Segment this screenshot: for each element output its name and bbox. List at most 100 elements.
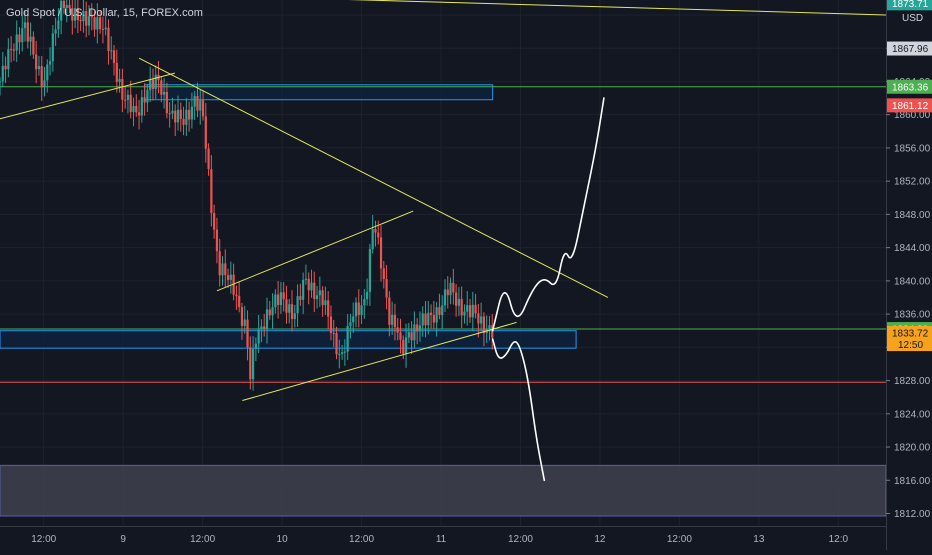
projection-path-up[interactable] xyxy=(491,97,605,332)
candle-body xyxy=(87,16,91,26)
candle-body xyxy=(43,80,46,88)
time-axis-bg xyxy=(0,526,886,550)
candle-body xyxy=(46,64,49,81)
trendline[interactable] xyxy=(163,0,887,16)
candle-body xyxy=(110,50,113,52)
candle-body xyxy=(277,294,280,306)
candle-body xyxy=(474,304,477,314)
candle-body xyxy=(199,100,202,111)
price-tick-label: 1852.00 xyxy=(894,177,931,188)
currency-label[interactable]: USD xyxy=(902,13,923,24)
candle-body xyxy=(379,237,383,269)
projection-path-down[interactable] xyxy=(491,338,546,482)
green-level-label: 1863.36 xyxy=(892,82,929,93)
candle-body xyxy=(382,268,385,280)
candle-body xyxy=(18,34,21,43)
time-tick-label: 10 xyxy=(277,534,289,545)
candle-body xyxy=(299,296,302,300)
trendline[interactable] xyxy=(216,210,414,292)
candle-body xyxy=(329,316,333,333)
time-tick-label: 9 xyxy=(120,534,126,545)
candle-body xyxy=(51,33,54,62)
candle-body xyxy=(407,332,410,338)
candle-body xyxy=(7,49,10,70)
candle-body xyxy=(396,327,399,333)
current-price-tag-bg xyxy=(887,326,932,352)
candle-body xyxy=(154,74,157,90)
candle-body xyxy=(363,299,366,306)
candle-body xyxy=(268,309,271,316)
candle-body xyxy=(179,109,182,119)
candle-body xyxy=(1,65,4,82)
candle-body xyxy=(368,249,371,292)
candle-body xyxy=(449,282,452,296)
red-level-label: 1861.12 xyxy=(892,101,929,112)
candle-body xyxy=(29,36,32,42)
candle-body xyxy=(402,339,405,354)
candle-body xyxy=(438,307,441,316)
candle-body xyxy=(112,50,116,63)
high-price-label: 1867.96 xyxy=(892,44,929,55)
blue-zone-rect[interactable] xyxy=(0,330,577,349)
price-tick-label: 1824.00 xyxy=(894,409,931,420)
candle-body xyxy=(215,229,219,252)
candle-body xyxy=(260,326,263,329)
candle-body xyxy=(193,96,196,107)
candle-body xyxy=(196,96,199,111)
candle-body xyxy=(246,319,249,348)
candle-body xyxy=(60,0,63,21)
candle-body xyxy=(429,312,433,315)
candle-body xyxy=(118,78,121,82)
candle-body xyxy=(207,148,210,170)
candle-body xyxy=(99,17,102,29)
trendlines-layer xyxy=(0,0,887,402)
candle-body xyxy=(124,99,127,101)
candle-body xyxy=(232,274,235,295)
candle-body xyxy=(391,314,394,325)
candle-body xyxy=(263,326,266,330)
candle-body xyxy=(488,325,491,330)
candle-body xyxy=(435,307,438,323)
candle-body xyxy=(302,279,305,300)
candle-body xyxy=(296,296,299,314)
candle-body xyxy=(210,169,213,214)
trendline[interactable] xyxy=(242,321,517,402)
candle-body xyxy=(452,282,455,293)
candle-body xyxy=(274,294,277,308)
price-tick-label: 1820.00 xyxy=(894,443,931,454)
candle-body xyxy=(143,97,146,103)
price-tick-label: 1844.00 xyxy=(894,243,931,254)
candle-body xyxy=(468,305,472,318)
candle-body xyxy=(279,292,282,306)
current-price-label: 1833.72 xyxy=(892,329,929,340)
candle-body xyxy=(446,289,449,296)
trendline[interactable] xyxy=(138,57,609,298)
candle-body xyxy=(238,295,241,308)
candle-body xyxy=(137,112,141,116)
candle-body xyxy=(93,17,96,30)
candle-body xyxy=(374,229,377,233)
trendline[interactable] xyxy=(0,72,175,120)
candle-body xyxy=(318,290,321,296)
candle-body xyxy=(324,300,327,306)
gray-demand-zone[interactable] xyxy=(0,464,887,517)
candle-body xyxy=(54,29,57,34)
candle-body xyxy=(427,312,430,326)
candle-body xyxy=(310,282,313,291)
candle-body xyxy=(121,78,124,100)
candle-body xyxy=(218,251,221,276)
candles-layer xyxy=(0,0,494,391)
candle-body xyxy=(346,325,349,352)
candle-body xyxy=(416,324,419,332)
candle-body xyxy=(160,80,163,95)
candle-body xyxy=(307,278,310,291)
candle-body xyxy=(71,8,74,21)
candle-body xyxy=(349,322,352,326)
high-price-label-bg xyxy=(887,41,932,56)
price-tick-label: 1828.00 xyxy=(894,376,931,387)
candle-body xyxy=(107,27,110,51)
price-tick-label: 1856.00 xyxy=(894,143,931,154)
candle-body xyxy=(463,311,466,316)
